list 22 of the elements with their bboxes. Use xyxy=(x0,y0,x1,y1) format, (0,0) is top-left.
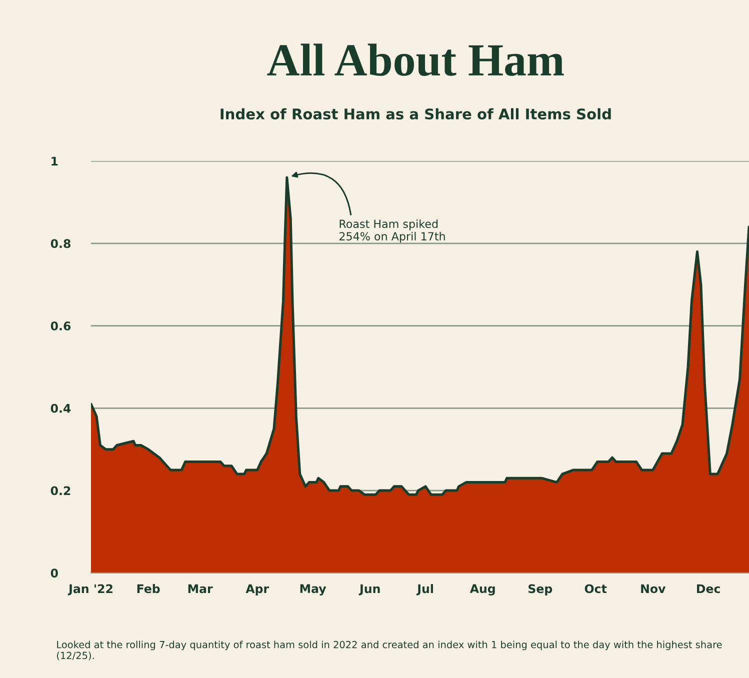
x-tick-label: Jan '22 xyxy=(68,584,112,596)
x-tick-label: Aug xyxy=(470,584,495,596)
y-tick-label: 0.8 xyxy=(50,239,70,248)
y-tick-label: 0.6 xyxy=(50,322,71,330)
x-tick-label: Jul xyxy=(416,584,433,596)
x-tick-label: Nov xyxy=(641,584,666,594)
y-tick-label: 0.2 xyxy=(50,486,70,496)
x-tick-label: Oct xyxy=(584,584,607,594)
x-tick-label: Jun xyxy=(358,584,380,596)
y-tick-label: 0 xyxy=(50,568,58,578)
x-tick-label: May xyxy=(300,584,326,596)
x-tick-label: Feb xyxy=(137,584,160,594)
chart-title: All About Ham xyxy=(267,44,564,76)
x-tick-label: Sep xyxy=(528,584,552,596)
chart-subtitle: Index of Roast Ham as a Share of All Items Sold xyxy=(220,108,611,120)
x-tick-label: Dec xyxy=(697,584,720,594)
x-tick-label: Apr xyxy=(246,584,270,596)
x-tick-label: Mar xyxy=(188,584,213,594)
text: Looked at the rolling 7-day quantity of roast ham sold in 2022 and created an index with 1 being equal to the day with the highest share (12/25). xyxy=(57,640,722,660)
y-tick-label: 1 xyxy=(52,156,58,166)
annotation: Roast Ham spiked 254% on April 17th xyxy=(339,219,445,243)
y-tick-label: 0.4 xyxy=(50,404,71,413)
